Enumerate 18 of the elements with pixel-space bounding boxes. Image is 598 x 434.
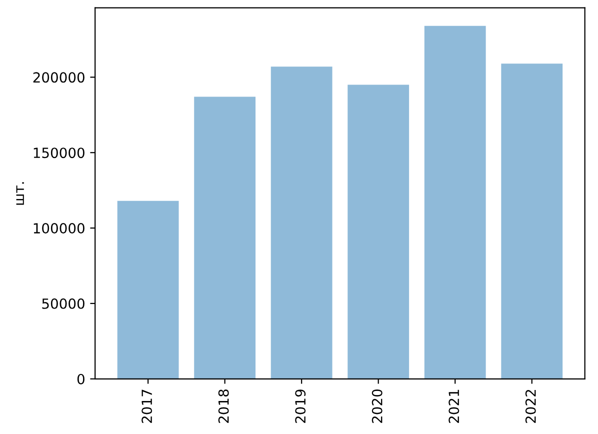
x-tick-label: 2018: [218, 390, 229, 423]
bar: [424, 26, 486, 379]
bar: [117, 200, 179, 379]
y-tick-label: 50000: [42, 298, 84, 309]
x-tick-label: 2020: [372, 390, 382, 423]
x-tick-label: 2019: [295, 390, 306, 423]
y-axis-title: шт.: [16, 182, 24, 205]
x-tick-label: 2022: [525, 390, 536, 423]
bar: [194, 96, 256, 379]
bar: [348, 84, 410, 379]
y-tick-label: 150000: [34, 148, 84, 158]
bar: [270, 66, 332, 379]
y-tick-label: 0: [77, 374, 84, 384]
x-tick-label: 2017: [142, 390, 152, 423]
y-tick-label: 200000: [33, 72, 84, 83]
y-tick-label: 100000: [34, 223, 84, 234]
x-tick-label: 2021: [448, 390, 460, 423]
bar: [501, 64, 563, 379]
